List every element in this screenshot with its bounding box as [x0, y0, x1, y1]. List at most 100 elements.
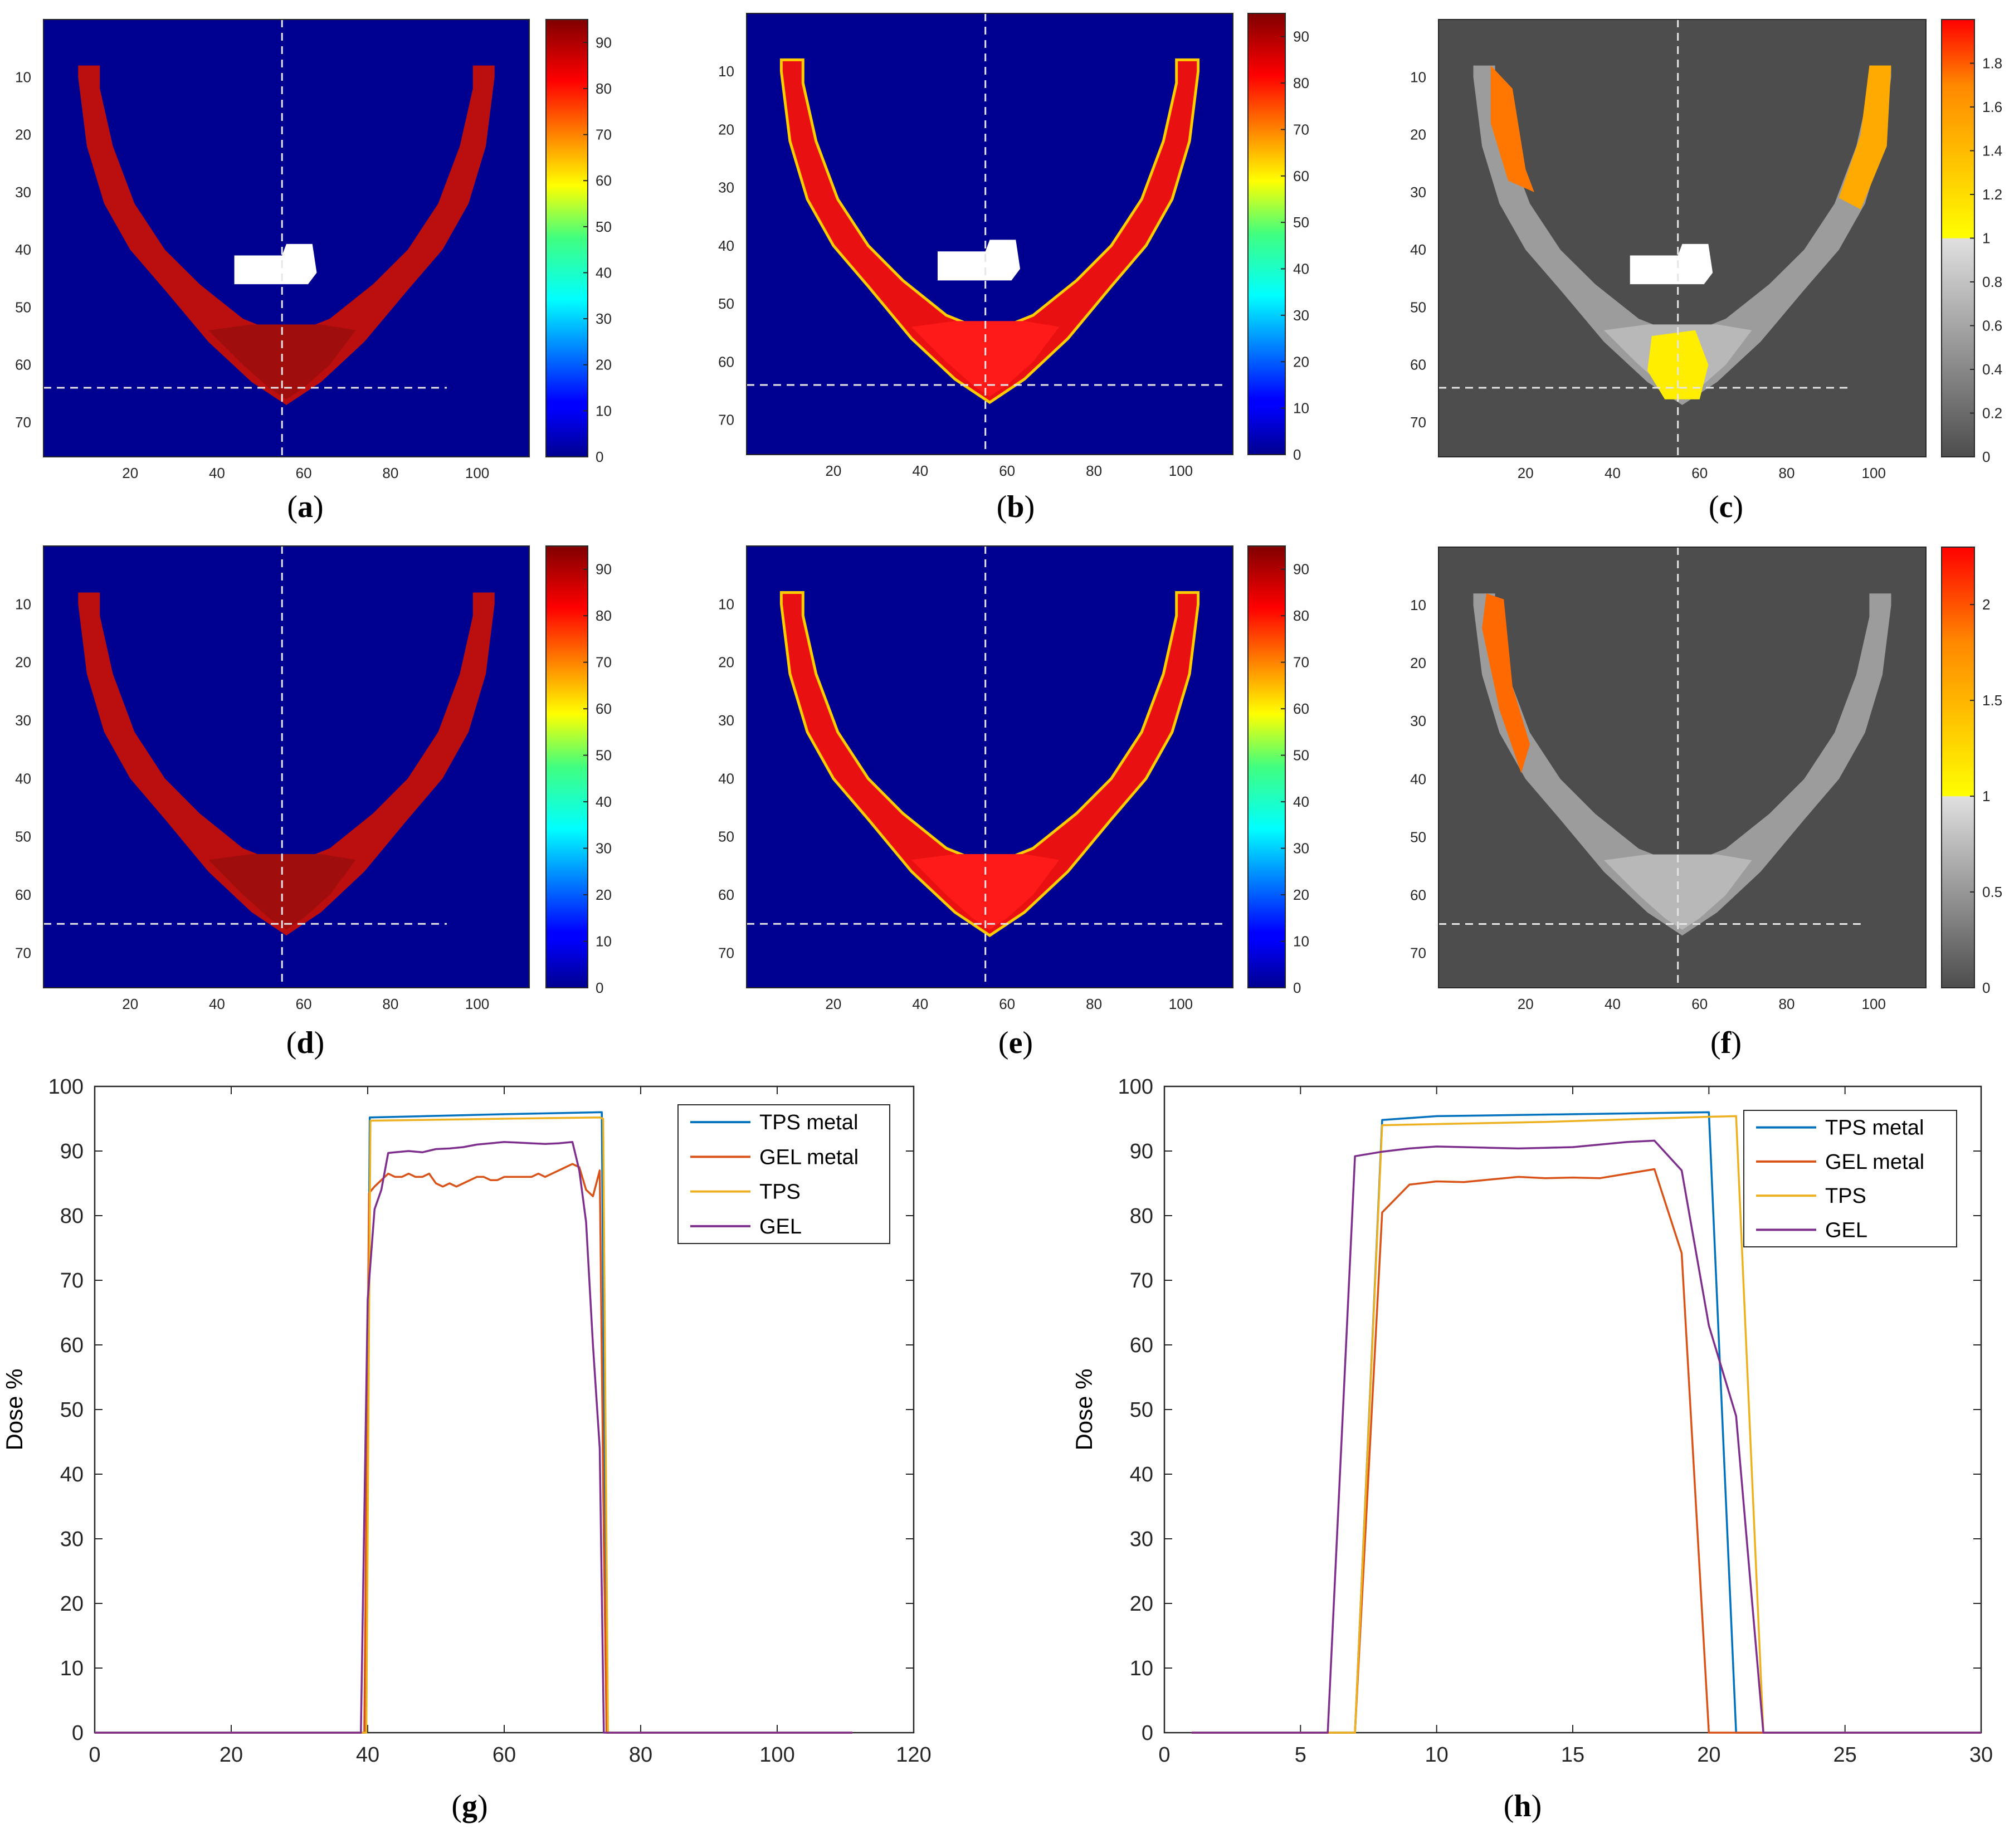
y-tick-label: 50 — [1410, 299, 1426, 315]
colorbar-tick-label: 80 — [596, 607, 612, 624]
x-tick-label: 20 — [1518, 996, 1534, 1012]
x-tick-label: 80 — [382, 996, 398, 1012]
colorbar — [1941, 547, 1975, 988]
colorbar-tick-label: 50 — [596, 218, 612, 235]
x-tick-label: 0 — [1158, 1743, 1170, 1767]
y-tick-label: 20 — [1410, 655, 1426, 671]
y-tick-label: 50 — [1130, 1398, 1153, 1422]
colorbar-tick-label: 0.6 — [1982, 318, 2002, 334]
hot-zone-left — [1490, 65, 1534, 192]
colorbar-tick-label: 80 — [1293, 75, 1309, 91]
series-line-tps — [95, 1116, 852, 1734]
colorbar-tick-label: 10 — [596, 402, 612, 419]
heatmap-panel-c: 20 40 60 80 100 10 20 30 40 50 60 70 0 0.2 0.4 0.6 0.8 1 1… — [1410, 19, 2002, 524]
x-tick-label: 40 — [912, 996, 928, 1012]
x-tick-label: 20 — [220, 1743, 243, 1767]
x-tick-label: 20 — [825, 462, 841, 479]
colorbar-tick-label: 80 — [596, 80, 612, 97]
y-tick-label: 70 — [15, 414, 31, 431]
y-tick-label: 70 — [718, 944, 734, 961]
y-tick-label: 20 — [15, 654, 31, 671]
colorbar — [1941, 19, 1975, 457]
y-tick-label: 90 — [1130, 1140, 1153, 1163]
x-tick-label: 40 — [1605, 996, 1621, 1012]
x-tick-label: 40 — [356, 1743, 379, 1767]
colorbar-tick-label: 1 — [1982, 230, 1990, 247]
y-tick-label: 70 — [718, 411, 734, 428]
y-tick-label: 60 — [1410, 886, 1426, 903]
colorbar-tick-label: 20 — [1293, 886, 1309, 903]
y-tick-label: 40 — [1410, 241, 1426, 258]
y-tick-label: 70 — [1410, 414, 1426, 431]
y-tick-label: 40 — [15, 770, 31, 787]
legend-label: TPS — [1825, 1184, 1866, 1208]
y-tick-label: 60 — [15, 886, 31, 903]
colorbar-tick-label: 60 — [596, 172, 612, 189]
x-tick-label: 100 — [465, 996, 489, 1012]
legend: TPS metal GEL metal TPS GEL — [1743, 1110, 1957, 1247]
colorbar-tick-label: 10 — [596, 933, 612, 950]
x-tick-label: 80 — [1779, 465, 1795, 481]
y-tick-label: 10 — [1410, 597, 1426, 613]
y-tick-label: 10 — [718, 63, 734, 80]
y-tick-label: 30 — [60, 1528, 84, 1551]
legend-box — [1743, 1110, 1957, 1247]
y-tick-label: 10 — [15, 596, 31, 612]
band-center-region — [911, 854, 1060, 930]
colorbar-tick-label: 30 — [596, 310, 612, 327]
y-tick-label: 30 — [1410, 184, 1426, 201]
x-tick-label: 60 — [1691, 465, 1708, 481]
colorbar — [545, 545, 588, 988]
heatmap-frame — [746, 545, 1233, 988]
band-center-region — [1603, 854, 1752, 930]
colorbar-tick-label: 60 — [1293, 700, 1309, 717]
colorbar-tick-label: 0.5 — [1982, 884, 2002, 900]
colorbar-tick-label: 70 — [596, 654, 612, 671]
legend-label: GEL metal — [1825, 1150, 1924, 1174]
y-tick-label: 100 — [48, 1075, 84, 1099]
y-tick-label: 40 — [1130, 1463, 1153, 1486]
y-tick-label: 30 — [15, 184, 31, 201]
y-tick-label: 20 — [718, 654, 734, 671]
y-tick-label: 20 — [1130, 1592, 1153, 1616]
legend-label: TPS metal — [759, 1111, 858, 1134]
heatmap-panel-f: 20 40 60 80 100 10 20 30 40 50 60 70 0 0.5 1 1.5 2 (f) — [1410, 547, 2002, 1060]
y-tick-label: 10 — [718, 596, 734, 612]
metal-insert — [937, 240, 1021, 281]
y-tick-label: 60 — [1410, 357, 1426, 373]
colorbar-tick-label: 40 — [596, 264, 612, 281]
y-tick-label: 20 — [60, 1592, 84, 1616]
panel-caption: (d) — [286, 1026, 324, 1060]
y-tick-label: 10 — [15, 69, 31, 85]
y-tick-label: 30 — [1130, 1528, 1153, 1551]
series-line-gel — [95, 1141, 852, 1734]
heatmap-panel-d: 20 40 60 80 100 10 20 30 40 50 60 70 0 10 20 30 40 50 60 70… — [15, 545, 612, 1060]
legend-label: GEL — [759, 1215, 802, 1238]
series-line-tps — [1191, 1115, 1981, 1734]
heatmap-panels: 20 40 60 80 100 10 20 30 40 50 60 70 0 10 20 30 40 50 60 70… — [15, 13, 2002, 1060]
x-tick-label: 20 — [1518, 465, 1534, 481]
x-tick-label: 80 — [1086, 462, 1102, 479]
hot-zone-right — [1839, 65, 1891, 209]
colorbar-tick-label: 0 — [1293, 979, 1301, 996]
y-tick-label: 60 — [1130, 1334, 1153, 1357]
x-tick-label: 120 — [896, 1743, 931, 1767]
colorbar-tick-label: 50 — [596, 747, 612, 764]
panel-caption: (f) — [1710, 1026, 1742, 1060]
colorbar-tick-label: 30 — [596, 840, 612, 857]
y-tick-label: 30 — [718, 712, 734, 729]
x-tick-label: 40 — [912, 462, 928, 479]
colorbar-tick-label: 0.4 — [1982, 361, 2002, 378]
heatmap-frame — [1438, 19, 1927, 457]
y-tick-label: 50 — [15, 299, 31, 315]
legend-box — [677, 1104, 890, 1244]
legend-label: GEL — [1825, 1218, 1867, 1242]
colorbar-tick-label: 20 — [596, 886, 612, 903]
colorbar-tick-label: 20 — [1293, 353, 1309, 370]
colorbar-tick-label: 70 — [1293, 654, 1309, 671]
x-tick-label: 40 — [1605, 465, 1621, 481]
x-tick-label: 40 — [209, 465, 225, 481]
x-tick-label: 60 — [999, 996, 1015, 1012]
colorbar-tick-label: 2 — [1982, 596, 1990, 613]
metal-insert — [234, 243, 317, 285]
